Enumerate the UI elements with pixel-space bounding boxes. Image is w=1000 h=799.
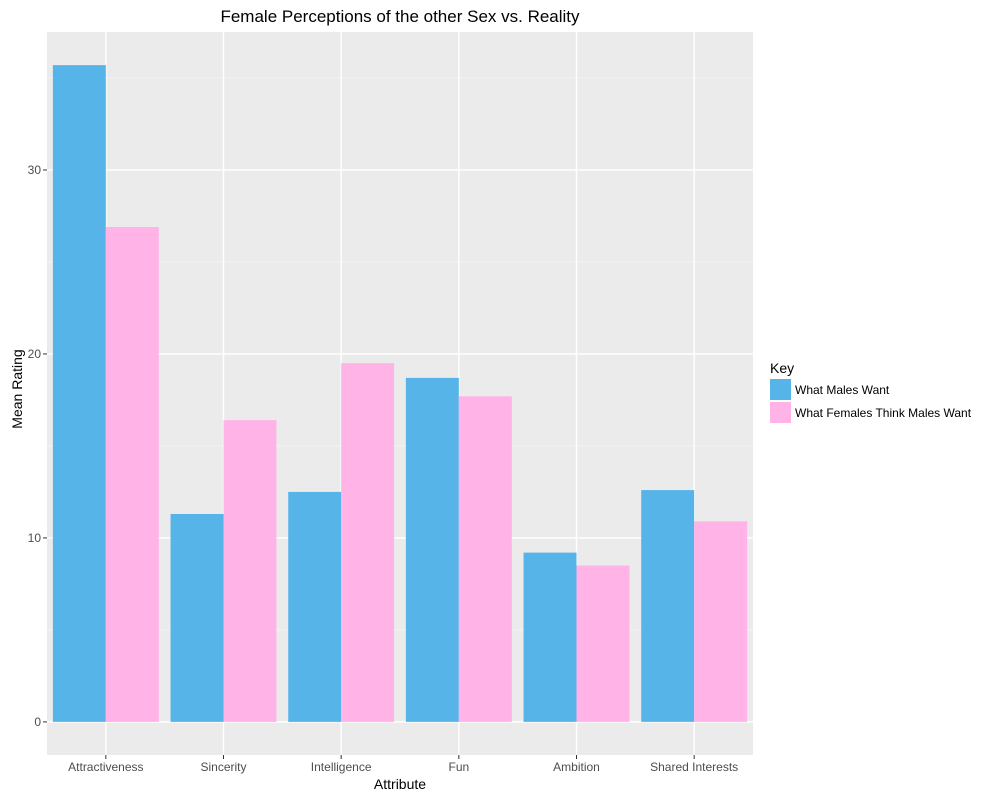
x-tick-label-sincerity: Sincerity [200, 760, 246, 774]
bar-what-males-want-intelligence [288, 491, 342, 722]
bar-what-females-think-males-want-intelligence [341, 363, 395, 722]
x-tick-label-ambition: Ambition [553, 760, 600, 774]
legend-label-what-males-want: What Males Want [795, 383, 890, 397]
x-tick-label-fun: Fun [448, 760, 469, 774]
y-axis-title: Mean Rating [9, 349, 25, 428]
x-tick-label-attractiveness: Attractiveness [68, 760, 143, 774]
y-tick-label: 0 [34, 715, 41, 729]
bars [52, 65, 748, 722]
y-axis-ticks: 0 10 20 30 [28, 163, 47, 729]
y-tick-label: 20 [28, 347, 42, 361]
legend-swatch-what-females-think-males-want [770, 402, 791, 423]
legend-label-what-females-think-males-want: What Females Think Males Want [795, 406, 972, 420]
chart-title: Female Perceptions of the other Sex vs. … [220, 7, 580, 26]
bar-what-females-think-males-want-sincerity [223, 420, 277, 722]
bar-what-females-think-males-want-ambition [576, 565, 630, 722]
bar-what-males-want-ambition [523, 552, 577, 722]
legend-title: Key [770, 360, 794, 376]
y-tick-label: 10 [28, 531, 42, 545]
bar-what-females-think-males-want-attractiveness [105, 227, 159, 722]
plot-panel [47, 32, 753, 755]
x-axis-ticks: Attractiveness Sincerity Intelligence Fun Am… [68, 755, 738, 774]
bar-what-males-want-attractiveness [52, 65, 106, 722]
x-tick-label-intelligence: Intelligence [311, 760, 372, 774]
bar-what-females-think-males-want-fun [458, 396, 512, 722]
y-tick-label: 30 [28, 163, 42, 177]
legend-swatch-what-males-want [770, 379, 791, 400]
bar-what-females-think-males-want-shared-interests [694, 521, 748, 722]
legend-items: What Males Want What Females Think Males … [770, 379, 972, 423]
legend: Key What Males Want What Females Think Ma… [770, 360, 972, 423]
x-axis-title: Attribute [374, 776, 426, 792]
minor-gridlines [47, 77, 753, 631]
bar-what-males-want-fun [405, 377, 459, 722]
bar-what-males-want-sincerity [170, 514, 224, 722]
x-tick-label-shared-interests: Shared Interests [650, 760, 738, 774]
bar-what-males-want-shared-interests [641, 490, 695, 722]
